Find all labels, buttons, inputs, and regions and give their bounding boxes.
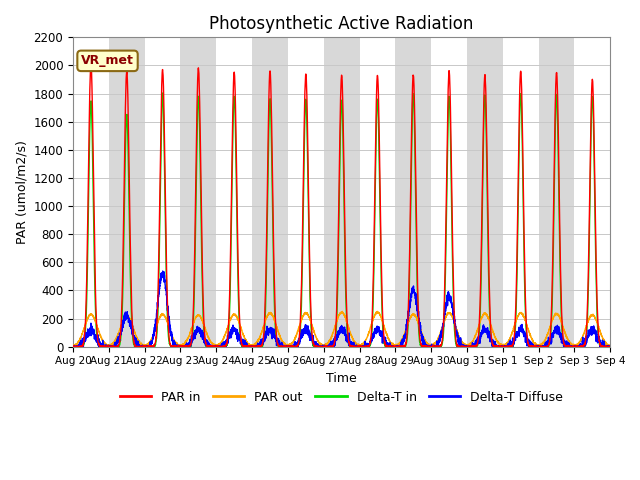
Bar (145, 37, 180, 347)
Bar (252, 37, 288, 347)
Bar (467, 37, 503, 347)
Bar (180, 37, 216, 347)
Bar (324, 37, 360, 347)
Bar (575, 37, 611, 347)
Legend: PAR in, PAR out, Delta-T in, Delta-T Diffuse: PAR in, PAR out, Delta-T in, Delta-T Dif… (115, 385, 568, 408)
Bar (431, 37, 467, 347)
Bar (396, 37, 431, 347)
Bar (73, 37, 109, 347)
X-axis label: Time: Time (326, 372, 357, 385)
Bar (288, 37, 324, 347)
Bar (539, 37, 575, 347)
Bar (109, 37, 145, 347)
Bar (216, 37, 252, 347)
Y-axis label: PAR (umol/m2/s): PAR (umol/m2/s) (15, 140, 28, 244)
Title: Photosynthetic Active Radiation: Photosynthetic Active Radiation (209, 15, 474, 33)
Text: VR_met: VR_met (81, 54, 134, 67)
Bar (360, 37, 396, 347)
Bar (503, 37, 539, 347)
